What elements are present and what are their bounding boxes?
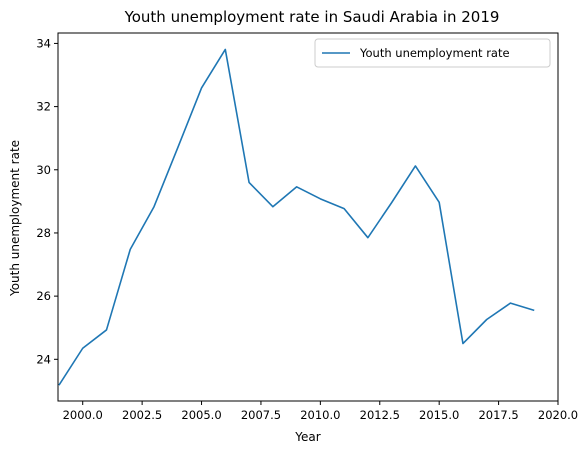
x-tick-label: 2017.5 — [478, 408, 518, 422]
legend-label: Youth unemployment rate — [359, 46, 510, 60]
x-tick-label: 2010.0 — [300, 408, 340, 422]
y-tick-label: 30 — [36, 163, 51, 177]
y-tick-label: 28 — [36, 226, 51, 240]
legend: Youth unemployment rate — [314, 38, 551, 68]
x-tick-label: 2012.5 — [360, 408, 400, 422]
legend-box — [314, 38, 551, 68]
chart-title: Youth unemployment rate in Saudi Arabia … — [124, 8, 500, 26]
x-tick-label: 2002.5 — [122, 408, 162, 422]
x-axis-label: Year — [294, 430, 320, 444]
y-tick-label: 34 — [36, 36, 51, 50]
y-axis-label: Youth unemployment rate — [8, 140, 22, 297]
x-tick-label: 2020.0 — [538, 408, 578, 422]
y-tick-label: 26 — [36, 289, 51, 303]
series-line — [58, 48, 535, 386]
series-layer — [58, 48, 535, 386]
y-tick-label: 32 — [36, 100, 51, 114]
x-tick-label: 2000.0 — [63, 408, 103, 422]
x-tick-label: 2007.5 — [241, 408, 281, 422]
y-axis-ticks: 24 26 28 30 32 34 — [36, 36, 58, 366]
axes-frame — [57, 32, 559, 402]
x-tick-label: 2005.0 — [181, 408, 221, 422]
y-tick-label: 24 — [36, 352, 51, 366]
x-tick-label: 2015.0 — [419, 408, 459, 422]
x-axis-ticks: 2000.0 2002.5 2005.0 2007.5 2010.0 2012.5 2015… — [63, 401, 578, 422]
